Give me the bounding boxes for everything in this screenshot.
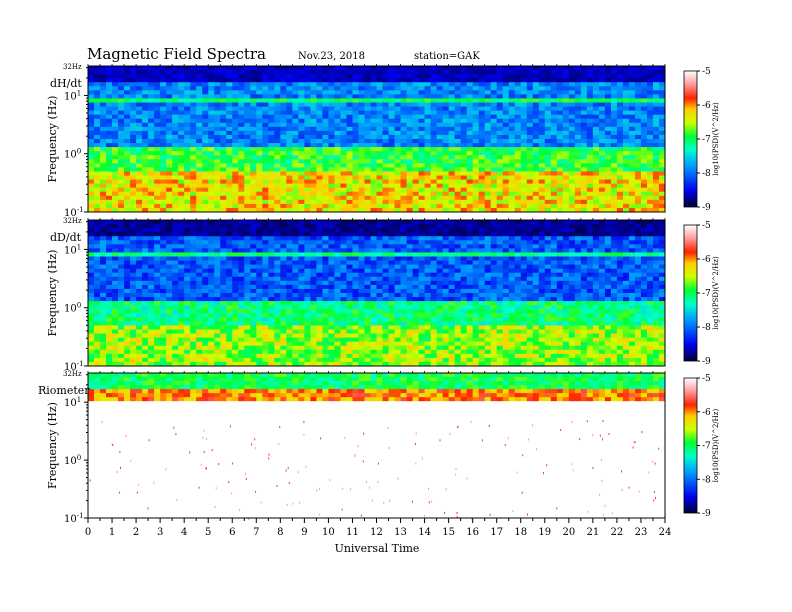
x-tick-label: 17 (490, 527, 503, 538)
figure-date: Nov.23, 2018 (298, 51, 365, 62)
panel-3: 10-1 100 101 32Hz Riometer Frequency (Hz) -5 -6… (38, 370, 720, 525)
x-tick-label: 4 (181, 527, 187, 538)
x-tick-label: 3 (157, 527, 163, 538)
colorbar-tick-label: -5 (702, 374, 711, 384)
x-tick-label: 21 (587, 527, 600, 538)
x-tick-label: 8 (277, 527, 283, 538)
colorbar-tick-label: -8 (702, 169, 711, 179)
x-tick-label: 20 (562, 527, 575, 538)
x-tick-label: 12 (370, 527, 383, 538)
colorbar-tick-label: -9 (702, 509, 711, 519)
figure-title: Magnetic Field Spectra (87, 45, 266, 63)
x-tick-label: 16 (466, 527, 479, 538)
top-frequency-label: 32Hz (63, 370, 82, 378)
y-tick-label: 101 (64, 243, 81, 256)
y-tick-label: 101 (64, 89, 81, 102)
top-frequency-label: 32Hz (63, 217, 82, 225)
colorbar-tick-label: -6 (702, 408, 711, 418)
panel-label: Riometer (38, 384, 90, 397)
colorbar-label: log10(PSD)(V^2/Hz) (712, 102, 720, 176)
x-tick-label: 19 (538, 527, 551, 538)
x-tick-label: 24 (659, 527, 672, 538)
y-tick-label: 10-1 (64, 206, 84, 219)
x-tick-label: 23 (635, 527, 648, 538)
colorbar-tick-label: -9 (702, 357, 711, 367)
x-tick-label: 6 (229, 527, 235, 538)
x-tick-label: 1 (109, 527, 115, 538)
colorbar-tick-label: -8 (702, 475, 711, 485)
colorbar-tick-label: -5 (702, 221, 711, 231)
colorbar-tick-label: -6 (702, 255, 711, 265)
y-tick-label: 101 (64, 396, 81, 409)
x-tick-label: 18 (514, 527, 527, 538)
x-tick-label: 7 (253, 527, 259, 538)
colorbar-tick-label: -8 (702, 323, 711, 333)
colorbar-label: log10(PSD)(V^2/Hz) (712, 409, 720, 483)
colorbar-tick-label: -7 (702, 442, 711, 452)
colorbar-label: log10(PSD)(V^2/Hz) (712, 256, 720, 330)
x-axis-label: Universal Time (335, 542, 420, 555)
panel-label: dD/dt (50, 231, 82, 244)
y-tick-label: 100 (64, 302, 81, 315)
x-tick-label: 9 (301, 527, 307, 538)
x-axis: 0 1 2 3 4 5 6 7 8 9 10 11 12 13 14 15 16 17 18 19 20 21 22 23 24 (85, 64, 672, 538)
heatmap-3 (88, 373, 666, 520)
heatmap-1 (88, 66, 666, 213)
x-tick-label: 11 (346, 527, 359, 538)
colorbar-tick-label: -9 (702, 203, 711, 213)
y-tick-label: 100 (64, 148, 81, 161)
heatmap-2 (88, 220, 666, 367)
panel-label: dH/dt (50, 77, 82, 90)
x-tick-label: 2 (133, 527, 139, 538)
x-tick-label: 14 (418, 527, 431, 538)
y-axis-label: Frequency (Hz) (46, 96, 59, 183)
top-frequency-label: 32Hz (63, 63, 82, 71)
x-tick-label: 0 (85, 527, 91, 538)
colorbar-tick-label: -7 (702, 135, 711, 145)
x-tick-label: 5 (205, 527, 211, 538)
colorbar-tick-label: -5 (702, 67, 711, 77)
y-tick-label: 100 (64, 454, 81, 467)
colorbar-1: -5 -6 -7 -8 -9 log10(PSD)(V^2/Hz) (683, 67, 720, 213)
x-tick-label: 10 (322, 527, 335, 538)
colorbar-tick-label: -6 (702, 101, 711, 111)
colorbar-3: -5 -6 -7 -8 -9 log10(PSD)(V^2/Hz) (683, 374, 720, 519)
y-axis-label: Frequency (Hz) (46, 250, 59, 337)
figure-station: station=GAK (414, 51, 480, 62)
y-tick-label: 10-1 (64, 360, 84, 373)
y-axis-label: Frequency (Hz) (46, 402, 59, 489)
y-tick-label: 10-1 (64, 512, 84, 525)
x-tick-label: 22 (611, 527, 624, 538)
colorbar-2: -5 -6 -7 -8 -9 log10(PSD)(V^2/Hz) (683, 221, 720, 367)
x-tick-label: 13 (394, 527, 407, 538)
x-tick-label: 15 (442, 527, 455, 538)
colorbar-tick-label: -7 (702, 289, 711, 299)
